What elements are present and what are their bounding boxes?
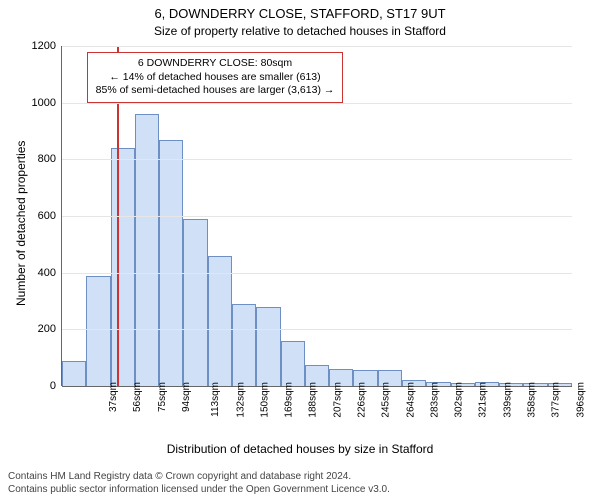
histogram-bar xyxy=(111,148,135,386)
x-tick-label: 169sqm xyxy=(284,382,295,418)
histogram-bar xyxy=(86,276,110,387)
gridline xyxy=(62,329,572,330)
x-tick-label: 321sqm xyxy=(478,382,489,418)
gridline xyxy=(62,103,572,104)
x-tick-label: 339sqm xyxy=(502,382,513,418)
y-tick-label: 400 xyxy=(38,267,62,279)
x-tick-label: 132sqm xyxy=(235,382,246,418)
annotation-line: ← 14% of detached houses are smaller (61… xyxy=(96,71,335,85)
y-tick-label: 1000 xyxy=(32,97,62,109)
x-tick-label: 358sqm xyxy=(527,382,538,418)
y-tick-label: 1200 xyxy=(32,40,62,52)
chart-title: 6, DOWNDERRY CLOSE, STAFFORD, ST17 9UT xyxy=(0,6,600,21)
y-tick-label: 800 xyxy=(38,153,62,165)
gridline xyxy=(62,216,572,217)
annotation-box: 6 DOWNDERRY CLOSE: 80sqm← 14% of detache… xyxy=(87,52,344,103)
annotation-line: 85% of semi-detached houses are larger (… xyxy=(96,84,335,98)
histogram-bar xyxy=(135,114,159,386)
x-tick-label: 94sqm xyxy=(181,382,192,412)
x-axis-label: Distribution of detached houses by size … xyxy=(0,442,600,456)
attribution-text: Contains HM Land Registry data © Crown c… xyxy=(8,471,390,496)
x-tick-label: 56sqm xyxy=(132,382,143,412)
chart-plot-area: 6 DOWNDERRY CLOSE: 80sqm← 14% of detache… xyxy=(62,46,572,386)
y-tick-label: 600 xyxy=(38,210,62,222)
histogram-bar xyxy=(62,361,86,387)
chart-subtitle: Size of property relative to detached ho… xyxy=(0,24,600,38)
y-axis-label: Number of detached properties xyxy=(14,141,28,306)
gridline xyxy=(62,159,572,160)
histogram-bar xyxy=(232,304,256,386)
gridline xyxy=(62,46,572,47)
y-tick-label: 200 xyxy=(38,323,62,335)
x-tick-label: 207sqm xyxy=(332,382,343,418)
attribution-line: Contains public sector information licen… xyxy=(8,484,390,497)
x-tick-label: 302sqm xyxy=(454,382,465,418)
attribution-line: Contains HM Land Registry data © Crown c… xyxy=(8,471,390,484)
histogram-bar xyxy=(256,307,280,386)
x-tick-label: 377sqm xyxy=(551,382,562,418)
histogram-bar xyxy=(208,256,232,386)
histogram-bar xyxy=(183,219,207,386)
annotation-line: 6 DOWNDERRY CLOSE: 80sqm xyxy=(96,57,335,71)
gridline xyxy=(62,273,572,274)
x-tick-label: 283sqm xyxy=(429,382,440,418)
x-tick-label: 113sqm xyxy=(210,382,221,417)
x-tick-label: 150sqm xyxy=(259,382,270,418)
x-tick-label: 226sqm xyxy=(357,382,368,418)
x-tick-label: 75sqm xyxy=(157,382,168,412)
x-tick-label: 37sqm xyxy=(108,382,119,412)
x-tick-label: 396sqm xyxy=(575,382,586,418)
x-tick-label: 245sqm xyxy=(381,382,392,418)
histogram-bar xyxy=(281,341,305,386)
histogram-bar xyxy=(159,140,183,387)
x-tick-label: 188sqm xyxy=(308,382,319,418)
x-tick-label: 264sqm xyxy=(405,382,416,418)
y-tick-label: 0 xyxy=(50,380,62,392)
